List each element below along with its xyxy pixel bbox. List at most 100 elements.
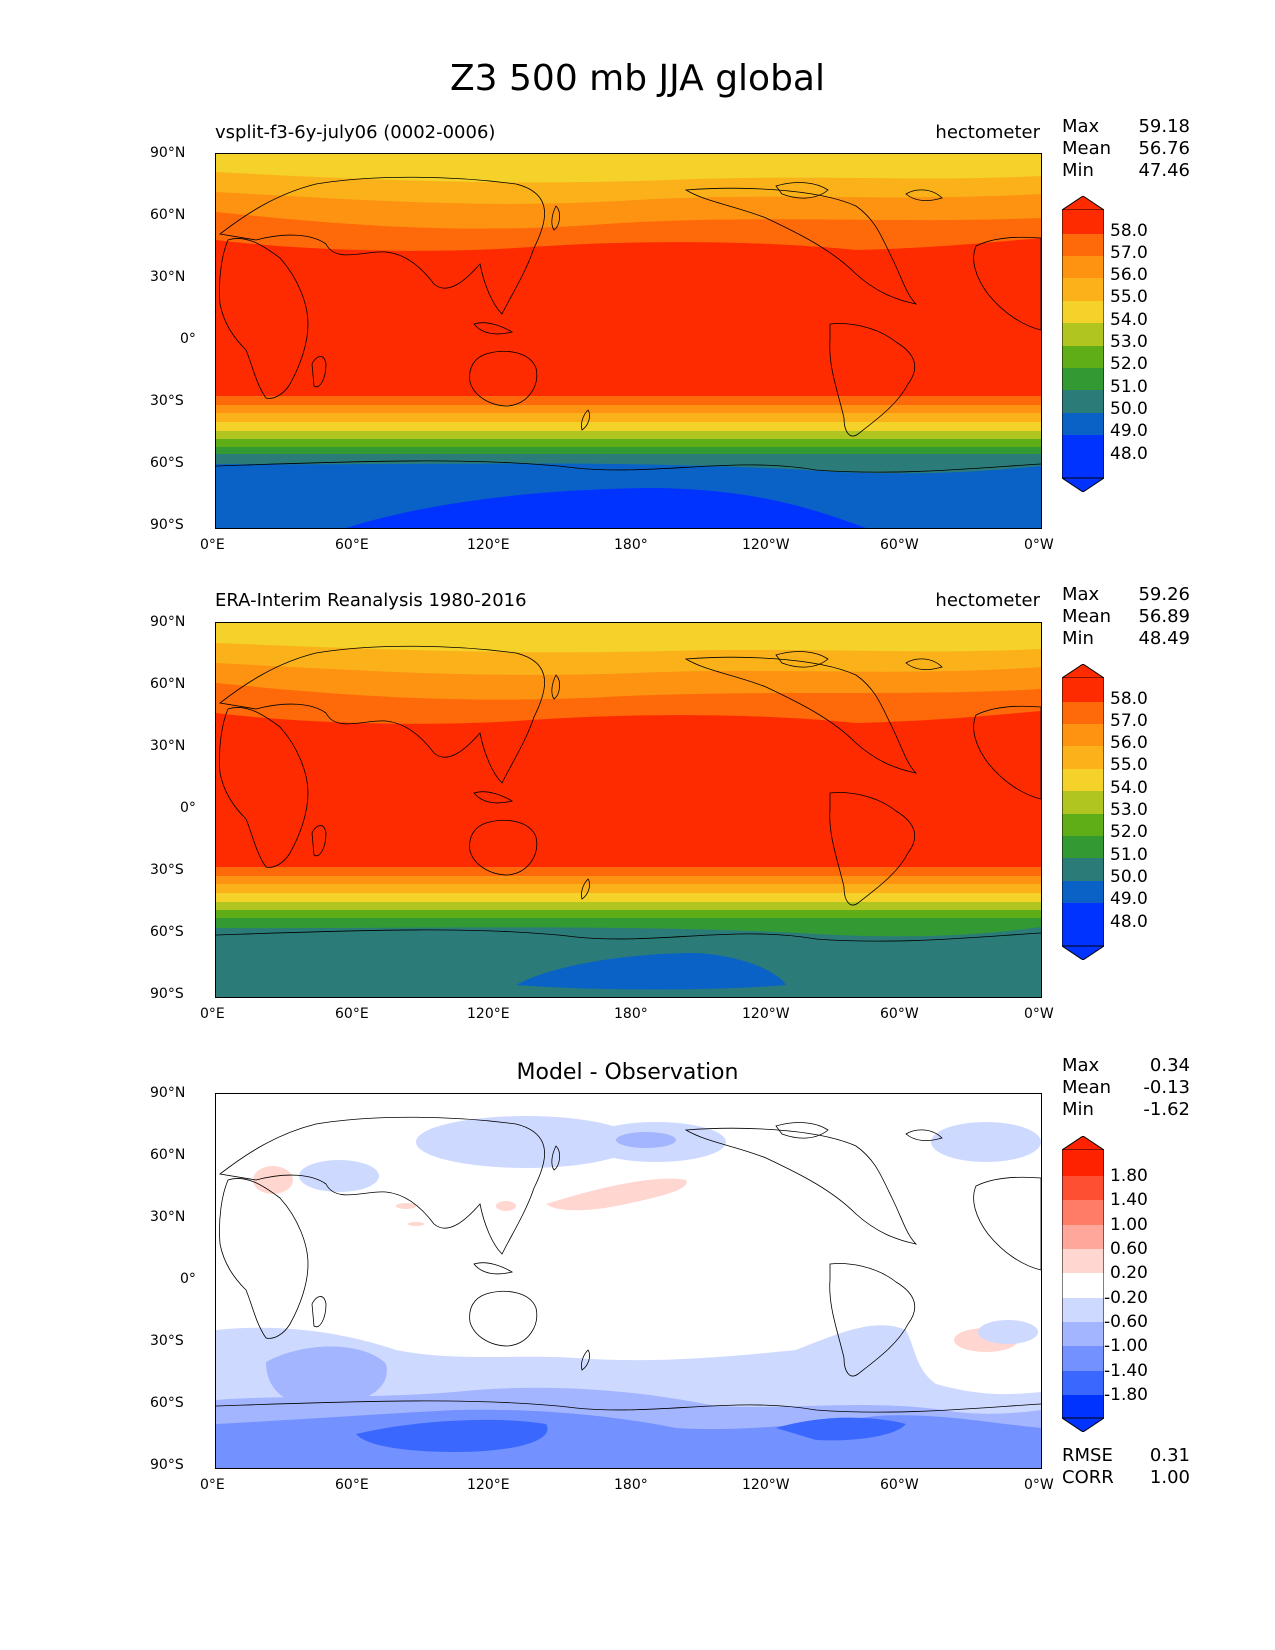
lat-tick: 0°: [180, 800, 196, 816]
stat-min-value: -1.62: [1143, 1099, 1190, 1120]
colorbar-label: 49.0: [1110, 421, 1148, 441]
colorbar-label: 58.0: [1110, 689, 1148, 709]
neg-anomaly: [416, 1116, 636, 1168]
lon-tick: 60°W: [880, 537, 919, 553]
lat-tick: 90°N: [150, 1085, 186, 1101]
lat-tick: 0°: [180, 1271, 196, 1287]
colorbar-label: 50.0: [1110, 399, 1148, 419]
stat-max-value: 59.26: [1138, 584, 1190, 605]
colorbar-label: -1.80: [1104, 1385, 1148, 1405]
map-plot: [215, 1093, 1042, 1469]
colorbar-label: 48.0: [1110, 444, 1148, 464]
neg-anomaly: [776, 1417, 906, 1441]
colorbar-label: -1.40: [1104, 1361, 1148, 1381]
pos-anomaly: [546, 1178, 687, 1211]
lon-tick: 60°W: [880, 1477, 919, 1493]
colorbar-label: -0.20: [1104, 1288, 1148, 1308]
stat-mean-label: Mean: [1062, 138, 1112, 159]
stat-min-label: Min: [1062, 160, 1094, 181]
colorbar-label: 54.0: [1110, 778, 1148, 798]
lon-tick: 120°E: [467, 537, 510, 553]
lat-tick: 90°S: [150, 517, 184, 533]
lon-tick: 0°W: [1024, 1006, 1054, 1022]
stats-box: Max 59.26 Mean 56.89 Min 48.49: [1062, 584, 1190, 650]
stat-mean-value: 56.76: [1138, 138, 1190, 159]
neg-anomaly: [299, 1160, 379, 1192]
lon-tick: 0°E: [200, 1006, 225, 1022]
lat-tick: 30°N: [150, 1209, 186, 1225]
figure-title: Z3 500 mb JJA global: [450, 58, 825, 99]
map-svg: [216, 1094, 1041, 1468]
lat-tick: 90°S: [150, 986, 184, 1002]
pos-anomaly: [408, 1222, 424, 1226]
stat-max-label: Max: [1062, 584, 1100, 605]
band-s48: [346, 488, 866, 528]
lon-tick: 0°W: [1024, 537, 1054, 553]
colorbar-label: 54.0: [1110, 310, 1148, 330]
pos-anomaly: [396, 1203, 416, 1209]
colorbar-label: 58.0: [1110, 221, 1148, 241]
colorbar-label: 53.0: [1110, 800, 1148, 820]
colorbar-label: 56.0: [1110, 265, 1148, 285]
colorbar-label: 50.0: [1110, 867, 1148, 887]
map-plot: [215, 153, 1042, 529]
neg-anomaly: [266, 1346, 387, 1407]
lat-tick: 0°: [180, 331, 196, 347]
colorbar-label: -0.60: [1104, 1312, 1148, 1332]
colorbar-label: 53.0: [1110, 332, 1148, 352]
lat-tick: 30°N: [150, 269, 186, 285]
lat-tick: 60°S: [150, 1395, 184, 1411]
stats-box: Max 59.18 Mean 56.76 Min 47.46: [1062, 116, 1190, 182]
colorbar-label: 56.0: [1110, 733, 1148, 753]
colorbar: [1062, 664, 1104, 960]
stat-mean-label: Mean: [1062, 606, 1112, 627]
map-svg: [216, 154, 1041, 528]
lat-tick: 30°S: [150, 393, 184, 409]
colorbar-svg: [1062, 664, 1104, 960]
corr-label: CORR: [1062, 1467, 1114, 1488]
stat-max-value: 0.34: [1149, 1055, 1190, 1076]
lon-tick: 120°E: [467, 1006, 510, 1022]
lon-tick: 180°: [614, 1477, 648, 1493]
colorbar: [1062, 196, 1104, 492]
stat-max-value: 59.18: [1138, 116, 1190, 137]
neg-anomaly: [616, 1132, 676, 1148]
lat-tick: 60°S: [150, 924, 184, 940]
lat-tick: 60°N: [150, 1147, 186, 1163]
lat-tick: 30°S: [150, 862, 184, 878]
stat-max-label: Max: [1062, 1055, 1100, 1076]
coastlines: [216, 176, 1041, 473]
lat-tick: 60°N: [150, 676, 186, 692]
corr-value: 1.00: [1149, 1467, 1190, 1488]
pos-anomaly: [253, 1166, 293, 1194]
pos-anomaly: [496, 1201, 516, 1211]
panel-units: hectometer: [935, 590, 1040, 611]
colorbar-label: 1.40: [1110, 1190, 1148, 1210]
lat-tick: 90°N: [150, 145, 186, 161]
panel-title-center: Model - Observation: [516, 1060, 739, 1085]
colorbar-label: 57.0: [1110, 711, 1148, 731]
colorbar-label: 0.20: [1110, 1263, 1148, 1283]
lon-tick: 120°W: [742, 1477, 790, 1493]
lon-tick: 0°W: [1024, 1477, 1054, 1493]
lon-tick: 60°E: [335, 1477, 369, 1493]
lon-tick: 180°: [614, 1006, 648, 1022]
band-s49: [516, 953, 786, 990]
colorbar-label: 0.60: [1110, 1239, 1148, 1259]
stat-mean-value: 56.89: [1138, 606, 1190, 627]
rmse-value: 0.31: [1149, 1445, 1190, 1466]
colorbar-label: 57.0: [1110, 243, 1148, 263]
stat-min-label: Min: [1062, 628, 1094, 649]
lon-tick: 120°E: [467, 1477, 510, 1493]
metrics-box: RMSE 0.31 CORR 1.00: [1062, 1445, 1190, 1489]
lat-tick: 90°N: [150, 614, 186, 630]
lat-tick: 90°S: [150, 1457, 184, 1473]
colorbar-label: 52.0: [1110, 822, 1148, 842]
colorbar: [1062, 1136, 1104, 1432]
colorbar-label: 49.0: [1110, 889, 1148, 909]
stat-min-value: 48.49: [1138, 628, 1190, 649]
stat-min-value: 47.46: [1138, 160, 1190, 181]
lat-tick: 30°N: [150, 738, 186, 754]
panel-title-left: vsplit-f3-6y-july06 (0002-0006): [215, 122, 496, 143]
lon-tick: 0°E: [200, 1477, 225, 1493]
